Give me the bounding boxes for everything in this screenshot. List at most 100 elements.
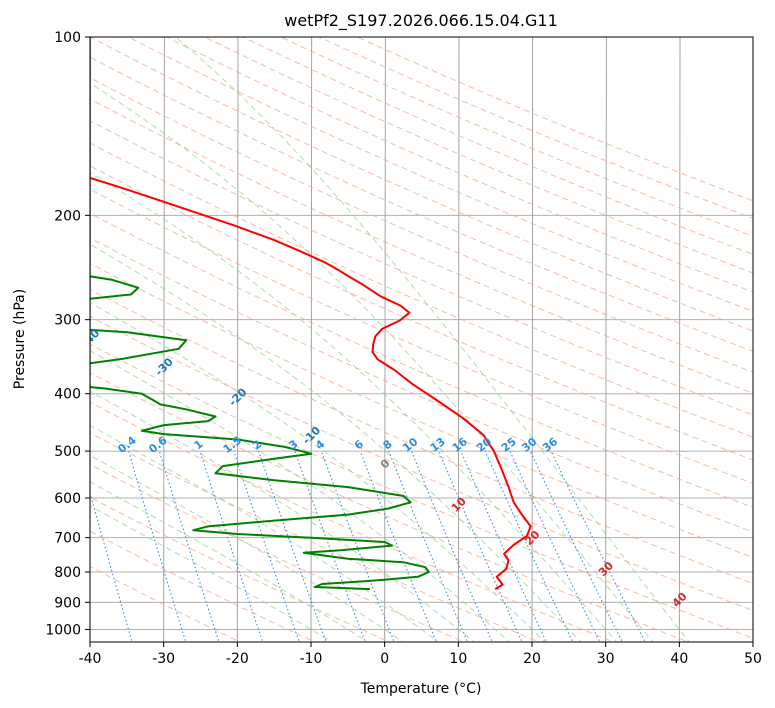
mixing-ratio-line xyxy=(32,451,83,644)
y-tick-label: 700 xyxy=(54,531,81,547)
mixing-ratio-label: 6 xyxy=(352,437,366,452)
mixing-ratio-line xyxy=(460,450,547,642)
isotherm-line xyxy=(310,37,313,642)
dry-adiabat xyxy=(90,432,541,642)
mixing-ratio-line xyxy=(509,450,601,642)
mixing-ratio-label: 0.1 xyxy=(19,434,42,456)
mixing-ratio-line xyxy=(529,450,624,642)
mixing-ratio-line xyxy=(258,450,327,642)
y-tick-label: 400 xyxy=(54,387,81,403)
mixing-ratio-line xyxy=(550,450,646,642)
mixing-ratio-line xyxy=(388,450,469,642)
chart-title: wetPf2_S197.2026.066.15.04.G11 xyxy=(284,11,558,31)
dewpoint-profile-line xyxy=(90,275,430,591)
mixing-ratio-line xyxy=(320,450,395,642)
isotherm-line xyxy=(457,37,460,642)
y-axis-title: Pressure (hPa) xyxy=(12,289,28,389)
dry-adiabat xyxy=(90,530,316,642)
moist-adiabat xyxy=(90,350,511,642)
x-tick-label: -40 xyxy=(79,651,102,667)
dry-adiabat xyxy=(90,237,753,533)
dry-adiabat xyxy=(165,37,753,293)
mixing-ratio-label: 0.4 xyxy=(115,434,139,456)
mixing-ratio-line xyxy=(199,450,264,642)
dry-adiabat xyxy=(90,401,615,642)
x-tick-label: 50 xyxy=(744,651,762,667)
mixing-ratio-line xyxy=(484,450,574,642)
mixing-ratio-line xyxy=(359,450,437,642)
mixing-ratio-label: 13 xyxy=(428,435,448,455)
moist-adiabat xyxy=(90,424,440,642)
dry-adiabat xyxy=(356,37,753,202)
y-tick-label: 200 xyxy=(54,208,81,224)
y-tick-label: 900 xyxy=(54,595,81,611)
dry-adiabat xyxy=(90,142,753,438)
isotherm-label: 40 xyxy=(670,590,690,610)
dry-adiabat xyxy=(90,37,753,332)
dry-adiabat xyxy=(203,37,753,274)
x-axis-title: Temperature (°C) xyxy=(360,681,482,697)
dry-adiabat xyxy=(90,496,391,642)
isotherm-line xyxy=(678,37,681,642)
dry-adiabat xyxy=(90,566,242,642)
moist-adiabat xyxy=(90,82,654,642)
dry-adiabat xyxy=(90,212,753,508)
moist-adiabat xyxy=(175,37,690,642)
mixing-ratio-line xyxy=(128,450,187,642)
mixing-ratio-line xyxy=(158,450,220,642)
temperature-profile-line xyxy=(90,176,532,590)
moist-adiabat xyxy=(90,505,334,642)
mixing-ratio-label: 20 xyxy=(474,435,494,455)
isotherm-line xyxy=(163,37,165,642)
isotherm-label: 30 xyxy=(596,559,616,579)
dry-adiabat xyxy=(90,463,466,642)
dry-adiabat xyxy=(90,120,753,416)
moist-adiabat xyxy=(90,301,546,642)
dry-adiabat xyxy=(90,165,753,461)
moist-adiabat xyxy=(90,454,405,642)
dry-adiabat xyxy=(90,372,690,642)
isotherm-line xyxy=(236,37,239,642)
mixing-ratio-label: 2 xyxy=(250,437,264,452)
y-tick-label: 500 xyxy=(54,444,81,460)
dry-adiabat xyxy=(90,188,753,484)
isotherm-line xyxy=(605,37,607,642)
x-tick-label: 30 xyxy=(597,651,615,667)
mixing-ratio-line xyxy=(233,450,300,642)
y-tick-label: 300 xyxy=(54,313,81,329)
isotherm-label: 20 xyxy=(522,528,542,548)
dry-adiabat xyxy=(90,262,753,559)
moist-adiabat xyxy=(90,243,582,642)
mixing-ratio-label: 1.5 xyxy=(221,434,244,456)
mixing-ratio-label: 8 xyxy=(381,437,395,452)
mixing-ratio-label: 0.6 xyxy=(146,434,170,456)
x-tick-label: 10 xyxy=(449,651,467,667)
mixing-ratio-line xyxy=(294,450,366,642)
y-tick-label: 1000 xyxy=(45,622,81,638)
plot-frame xyxy=(89,36,754,643)
dry-adiabat xyxy=(90,343,753,639)
x-tick-label: -30 xyxy=(152,651,175,667)
mixing-ratio-label: 16 xyxy=(450,435,470,455)
x-tick-label: -20 xyxy=(226,651,249,667)
dry-adiabat xyxy=(90,288,753,585)
x-tick-label: -10 xyxy=(300,651,323,667)
y-tick-label: 600 xyxy=(54,491,81,507)
mixing-ratio-line xyxy=(90,490,133,642)
moist-adiabat xyxy=(90,171,618,642)
mixing-ratio-label: 30 xyxy=(519,435,539,455)
x-tick-label: 20 xyxy=(523,651,541,667)
dry-adiabat xyxy=(90,77,753,373)
isotherm-label: -20 xyxy=(226,385,249,408)
y-tick-label: 800 xyxy=(54,565,81,581)
dry-adiabat xyxy=(90,315,753,612)
x-tick-label: 0 xyxy=(380,651,389,667)
x-tick-label: 40 xyxy=(670,651,688,667)
dry-adiabat xyxy=(241,37,753,255)
mixing-ratio-line xyxy=(410,450,493,642)
mixing-ratio-label: 10 xyxy=(400,435,420,455)
dry-adiabat xyxy=(90,98,753,394)
dry-adiabat xyxy=(127,37,753,312)
moist-adiabat xyxy=(90,390,475,642)
